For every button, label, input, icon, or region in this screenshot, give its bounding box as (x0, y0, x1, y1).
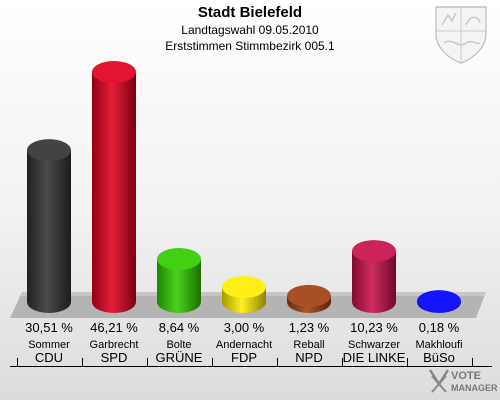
party-axis-tick (406, 358, 408, 367)
bar-die-linke (352, 240, 396, 313)
coat-of-arms-icon (435, 6, 487, 64)
party-axis-tick (276, 358, 278, 367)
candidate-label: Schwarzer (348, 339, 400, 351)
party-axis-line (10, 366, 492, 367)
candidate-label: Andernacht (215, 339, 273, 351)
party-label: NPD (295, 350, 323, 365)
bar-gr-ne (157, 247, 201, 313)
party-axis-tick (211, 358, 213, 367)
bar-spd (92, 61, 136, 313)
party-axis-tick (471, 358, 473, 367)
candidate-label: Garbrecht (89, 339, 139, 351)
candidate-label: Reball (293, 339, 325, 351)
party-label: CDU (34, 350, 64, 365)
party-axis-tick (146, 358, 148, 367)
candidate-label: Makhloufi (415, 339, 463, 351)
chart-title: Stadt Bielefeld (197, 4, 303, 21)
bar-npd (287, 284, 331, 313)
chart-subtitle-district: Erststimmen Stimmbezirk 005.1 (165, 39, 335, 53)
vote-manager-text-2: MANAGER (451, 383, 498, 393)
vote-manager-text-1: VOTE (451, 370, 481, 382)
value-label: 46,21 % (90, 320, 138, 335)
party-label: BüSo (423, 350, 455, 365)
value-label: 10,23 % (350, 320, 398, 335)
value-label: 30,51 % (25, 320, 73, 335)
party-axis-tick (341, 358, 343, 367)
bar-cdu (27, 139, 71, 313)
value-label: 8,64 % (158, 320, 200, 335)
bar-fdp (222, 276, 266, 313)
vote-manager-logo-icon (428, 369, 450, 393)
candidate-label: Sommer (28, 339, 70, 351)
value-label: 1,23 % (288, 320, 330, 335)
party-label: GRÜNE (155, 350, 203, 365)
value-label: 3,00 % (223, 320, 265, 335)
party-label: FDP (231, 350, 257, 365)
candidate-label: Bolte (166, 339, 192, 351)
bar-b-so (417, 290, 461, 313)
party-axis-tick (81, 358, 83, 367)
bar-chart (10, 61, 486, 318)
party-label: SPD (100, 350, 128, 365)
value-label: 0,18 % (418, 320, 460, 335)
party-axis-tick (16, 358, 18, 367)
party-label: DIE LINKE (342, 350, 406, 365)
chart-subtitle-election: Landtagswahl 09.05.2010 (181, 23, 319, 37)
